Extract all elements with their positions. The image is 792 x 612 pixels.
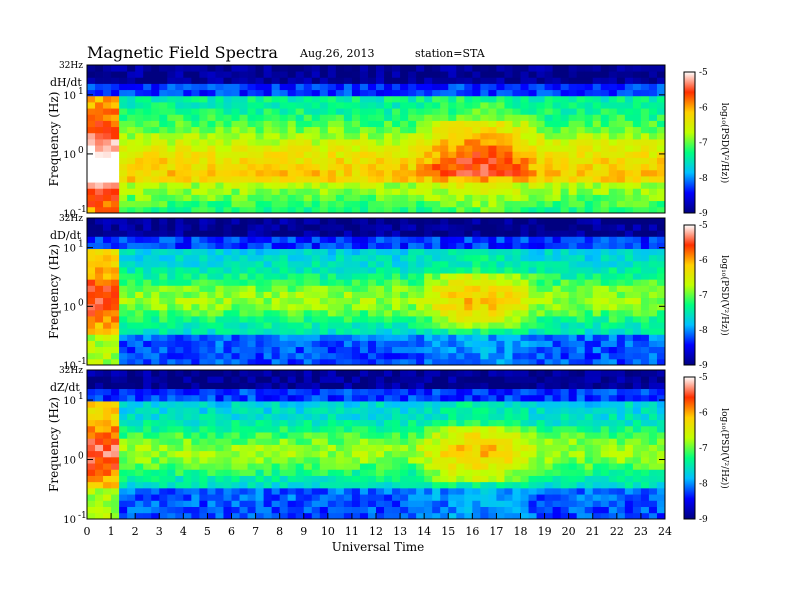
colorbar-tick-label: -9 [699, 209, 708, 219]
colorbar-label: log₁₀(PSD(V²/Hz)) [719, 103, 730, 184]
y-tick-exponent: 1 [78, 392, 84, 402]
x-tick-label: 15 [441, 525, 455, 538]
x-tick-label: 23 [634, 525, 648, 538]
figure-title: Magnetic Field Spectra [87, 43, 278, 62]
colorbar-tick-label: -7 [699, 291, 708, 301]
colorbar-tick-label: -8 [699, 326, 708, 336]
y-tick-exponent: 0 [78, 146, 84, 156]
y-tick-exponent: -1 [78, 357, 87, 367]
y-tick-exponent: 1 [78, 87, 84, 97]
x-tick-label: 18 [514, 525, 528, 538]
y-axis-label: Frequency (Hz) [47, 92, 61, 187]
x-tick-label: 12 [369, 525, 383, 538]
component-label: dZ/dt [50, 381, 80, 394]
x-axis-label: Universal Time [332, 540, 425, 554]
colorbar [683, 376, 696, 520]
colorbar-tick-label: -5 [699, 221, 708, 231]
panel-frame [86, 217, 666, 366]
x-tick-label: 10 [321, 525, 335, 538]
panel-frame [86, 64, 666, 214]
x-tick-label: 13 [393, 525, 407, 538]
x-tick-label: 22 [610, 525, 624, 538]
colorbar-tick-label: -5 [699, 373, 708, 383]
colorbar-tick-label: -5 [699, 68, 708, 78]
y-tick-label: 10 [63, 209, 76, 220]
x-tick-label: 0 [84, 525, 91, 538]
x-tick-label: 1 [108, 525, 115, 538]
top-frequency-label: 32Hz [59, 214, 83, 224]
x-tick-label: 20 [562, 525, 576, 538]
colorbar-tick-label: -8 [699, 480, 708, 490]
spectrogram-image [87, 65, 666, 214]
colorbar-tick-label: -7 [699, 444, 708, 454]
x-axis: 0 1 2 3 4 5 6 7 8 9 10 11 12 13 14 15 16 17 18 19 20 21 22 23 24 [84, 513, 672, 538]
figure-station: station=STA [415, 47, 486, 60]
component-label: dD/dt [50, 229, 82, 242]
y-tick-label: 10 [63, 150, 76, 161]
y-tick-label: 10 [63, 244, 76, 255]
y-tick-exponent: -1 [78, 205, 87, 215]
x-tick-label: 6 [228, 525, 235, 538]
y-axis-label: Frequency (Hz) [47, 397, 61, 492]
y-tick-label: 10 [63, 515, 76, 526]
colorbar-tick-label: -9 [699, 515, 708, 525]
colorbar-tick-label: -8 [699, 174, 708, 184]
x-tick-label: 4 [180, 525, 187, 538]
y-axis-label: Frequency (Hz) [47, 244, 61, 339]
colorbar-tick-label: -9 [699, 361, 708, 371]
x-tick-label: 7 [252, 525, 259, 538]
x-tick-label: 5 [204, 525, 211, 538]
x-tick-label: 24 [658, 525, 672, 538]
y-tick-exponent: 1 [78, 240, 84, 250]
colorbar-label: log₁₀(PSD(V²/Hz)) [719, 408, 730, 489]
colorbar-tick-label: -6 [699, 103, 708, 113]
y-tick-label: 10 [63, 396, 76, 407]
spectrogram-image [87, 370, 666, 520]
colorbar [683, 71, 696, 214]
colorbar-label: log₁₀(PSD(V²/Hz)) [719, 255, 730, 336]
y-tick-exponent: -1 [78, 511, 87, 521]
x-tick-label: 2 [132, 525, 139, 538]
x-tick-label: 3 [156, 525, 163, 538]
colorbar-tick-label: -7 [699, 139, 708, 149]
y-tick-exponent: 0 [78, 298, 84, 308]
y-tick-label: 10 [63, 91, 76, 102]
figure-date: Aug.26, 2013 [299, 47, 375, 60]
x-tick-label: 8 [276, 525, 283, 538]
x-tick-label: 9 [300, 525, 307, 538]
spectrogram-image [87, 218, 666, 366]
y-tick-label: 10 [63, 302, 76, 313]
x-tick-label: 14 [417, 525, 431, 538]
top-frequency-label: 32Hz [59, 61, 83, 71]
x-tick-label: 11 [345, 525, 359, 538]
y-tick-exponent: 0 [78, 452, 84, 462]
top-frequency-label: 32Hz [59, 366, 83, 376]
y-tick-label: 10 [63, 456, 76, 467]
colorbar-tick-label: -6 [699, 256, 708, 266]
colorbar [683, 224, 696, 366]
colorbar-tick-label: -6 [699, 409, 708, 419]
x-tick-label: 16 [465, 525, 479, 538]
x-tick-label: 17 [489, 525, 503, 538]
component-label: dH/dt [50, 76, 82, 89]
y-tick-label: 10 [63, 361, 76, 372]
x-tick-label: 21 [586, 525, 600, 538]
x-tick-label: 19 [538, 525, 552, 538]
